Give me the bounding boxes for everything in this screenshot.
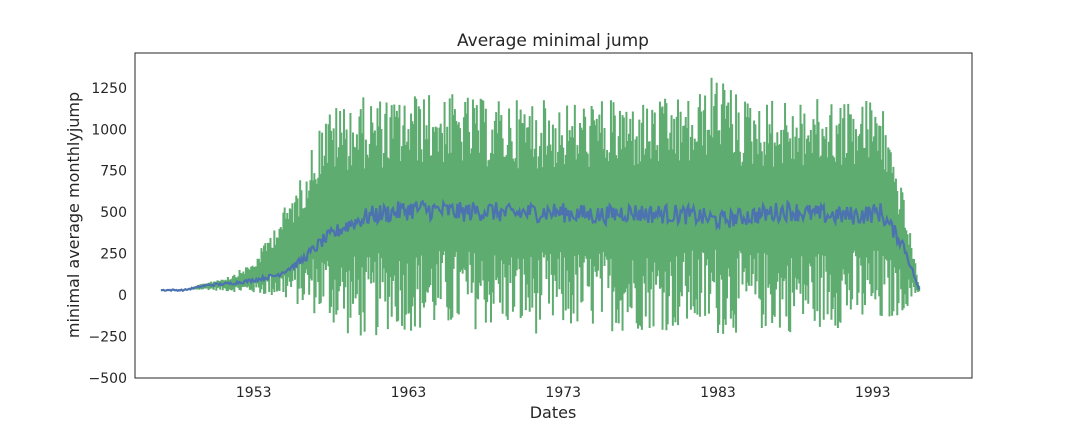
average-series [160, 198, 921, 293]
x-tick-label: 1953 [236, 385, 272, 401]
plot-frame [134, 52, 973, 379]
x-tick-label: 1993 [855, 385, 891, 401]
y-tick-label: 0 [118, 288, 127, 304]
y-tick-label: −500 [89, 371, 127, 387]
y-tick-label: −250 [89, 330, 127, 346]
y-tick-label: 1250 [91, 81, 127, 97]
y-tick-label: 750 [100, 164, 127, 180]
x-axis-ticks: 1953 1963 1973 1983 1993 [236, 385, 891, 401]
y-axis-label: minimal average monthlyjump [64, 92, 83, 338]
x-tick-label: 1973 [545, 385, 581, 401]
y-axis-ticks: −500 −250 0 250 500 750 1000 1250 [89, 81, 127, 387]
y-tick-label: 500 [100, 205, 127, 221]
chart-title: Average minimal jump [457, 31, 649, 51]
x-tick-label: 1983 [700, 385, 736, 401]
x-axis-label: Dates [530, 403, 577, 422]
y-tick-label: 250 [100, 247, 127, 263]
y-tick-label: 1000 [91, 122, 127, 138]
x-tick-label: 1963 [391, 385, 427, 401]
average-series-line [160, 198, 921, 293]
